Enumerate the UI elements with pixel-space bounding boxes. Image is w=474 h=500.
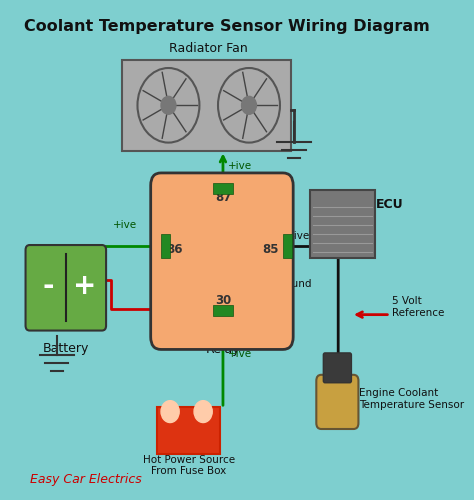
Text: 87: 87 — [215, 192, 231, 204]
Text: Radiator Fan: Radiator Fan — [169, 42, 248, 54]
FancyBboxPatch shape — [323, 353, 351, 383]
FancyBboxPatch shape — [283, 234, 292, 258]
Circle shape — [161, 96, 176, 114]
Text: Easy Car Electrics: Easy Car Electrics — [30, 473, 141, 486]
FancyBboxPatch shape — [151, 173, 293, 350]
FancyBboxPatch shape — [161, 234, 170, 258]
Text: Battery: Battery — [43, 342, 89, 355]
Text: Engine Coolant
Temperature Sensor: Engine Coolant Temperature Sensor — [359, 388, 465, 410]
Text: +ive: +ive — [228, 162, 252, 172]
Text: -: - — [42, 272, 54, 300]
Text: 86: 86 — [166, 244, 182, 256]
Circle shape — [161, 400, 179, 422]
Text: 85: 85 — [263, 244, 279, 256]
Text: +ive: +ive — [228, 350, 252, 360]
FancyBboxPatch shape — [310, 190, 375, 258]
Text: Relay: Relay — [206, 344, 240, 356]
Text: 5 Volt
Reference: 5 Volt Reference — [392, 296, 445, 318]
FancyBboxPatch shape — [157, 406, 219, 454]
Text: -ive: -ive — [291, 231, 310, 241]
Text: Ground: Ground — [273, 279, 312, 289]
Text: Coolant Temperature Sensor Wiring Diagram: Coolant Temperature Sensor Wiring Diagra… — [24, 19, 430, 34]
FancyBboxPatch shape — [213, 183, 233, 194]
Text: Hot Power Source
From Fuse Box: Hot Power Source From Fuse Box — [143, 455, 235, 476]
Text: 30: 30 — [215, 294, 231, 307]
Circle shape — [242, 96, 256, 114]
Circle shape — [194, 400, 212, 422]
FancyBboxPatch shape — [213, 304, 233, 316]
Text: +: + — [73, 272, 96, 300]
FancyBboxPatch shape — [316, 375, 358, 429]
FancyBboxPatch shape — [26, 245, 106, 330]
Text: +ive: +ive — [113, 220, 137, 230]
FancyBboxPatch shape — [122, 60, 291, 150]
Text: ECU: ECU — [376, 198, 403, 211]
